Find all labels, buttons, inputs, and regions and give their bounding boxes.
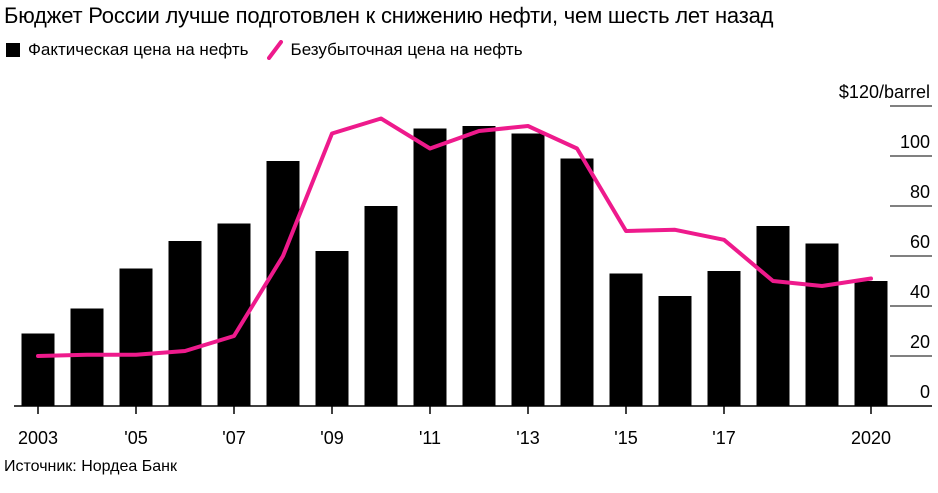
legend-item-actual-price: Фактическая цена на нефть (6, 40, 249, 60)
x-tick-label: 2020 (851, 428, 891, 448)
actual-price-bar (70, 308, 104, 406)
actual-price-bar (805, 243, 839, 406)
y-tick-label: 80 (910, 182, 930, 202)
x-axis-labels: 2003 '05 '07 '09 '11 '13 '15 '17 2020 (18, 428, 891, 448)
legend-bar-swatch (6, 43, 20, 57)
breakeven-price-line (36, 116, 873, 358)
breakeven-price-line-path (36, 116, 873, 358)
source-note: Источник: Нордеа Банк (4, 458, 177, 475)
y-tick-label: 0 (920, 382, 930, 402)
legend: Фактическая цена на нефть Безубыточная ц… (6, 38, 541, 62)
actual-price-bar (511, 133, 545, 406)
actual-price-bars (21, 126, 888, 406)
y-tick-label: $120/barrel (839, 82, 930, 102)
actual-price-bar (364, 206, 398, 406)
actual-price-bar (413, 128, 447, 406)
chart-title: Бюджет России лучше подготовлен к снижен… (4, 3, 774, 28)
x-tick-label: '09 (320, 428, 343, 448)
actual-price-bar (266, 161, 300, 406)
x-tick-label: '07 (222, 428, 245, 448)
x-tick-label: '05 (124, 428, 147, 448)
actual-price-bar (21, 333, 55, 406)
x-tick-label: 2003 (18, 428, 58, 448)
actual-price-bar (658, 296, 692, 406)
legend-label-breakeven-price: Безубыточная цена на нефть (290, 40, 523, 59)
y-tick-label: 20 (910, 332, 930, 352)
y-tick-label: 100 (900, 132, 930, 152)
actual-price-bar (756, 226, 790, 406)
y-tick-label: 60 (910, 232, 930, 252)
actual-price-bar (609, 273, 643, 406)
y-axis-labels: $120/barrel 100 80 60 40 20 0 (839, 82, 930, 402)
y-tick-label: 40 (910, 282, 930, 302)
x-tick-label: '17 (712, 428, 735, 448)
actual-price-bar (119, 268, 153, 406)
x-tick-label: '13 (516, 428, 539, 448)
x-tick-label: '15 (614, 428, 637, 448)
actual-price-bar (462, 126, 496, 406)
x-axis (14, 405, 932, 414)
actual-price-bar (560, 158, 594, 406)
actual-price-bar (854, 281, 888, 406)
legend-label-actual-price: Фактическая цена на нефть (28, 40, 249, 59)
legend-item-breakeven-price: Безубыточная цена на нефть (266, 40, 523, 60)
actual-price-bar (315, 251, 349, 406)
actual-price-bar (707, 271, 741, 406)
actual-price-bar (168, 241, 202, 406)
grid-lines (890, 105, 932, 357)
legend-line-swatch (266, 40, 283, 60)
x-tick-label: '11 (419, 428, 441, 448)
